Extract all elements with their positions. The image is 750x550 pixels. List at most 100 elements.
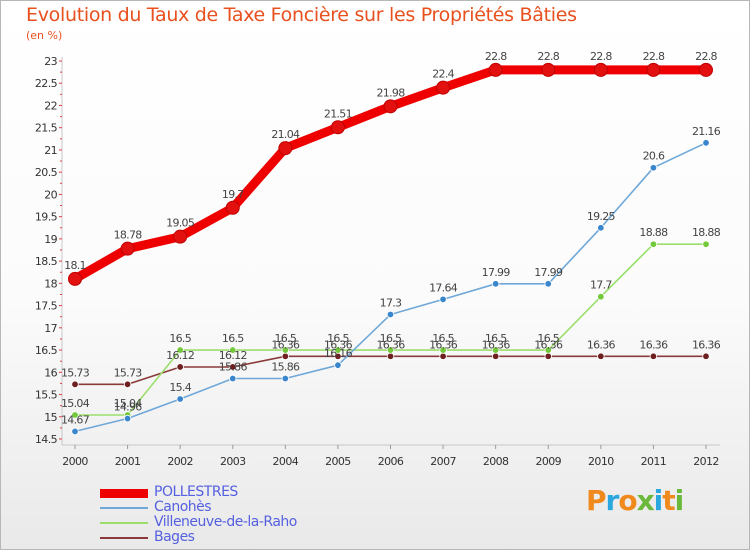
data-point <box>173 229 188 244</box>
y-tick-label: 23 <box>44 55 57 68</box>
data-label: 17.64 <box>429 281 458 294</box>
y-axis-unit: (en %) <box>26 29 63 42</box>
data-label: 16.36 <box>429 338 458 351</box>
data-label: 22.8 <box>695 50 717 63</box>
data-point <box>281 352 290 360</box>
legend-swatch <box>100 507 148 509</box>
data-label: 15.86 <box>271 361 300 374</box>
data-point <box>597 224 605 232</box>
data-point <box>386 346 395 354</box>
data-label: 20.6 <box>643 150 665 163</box>
data-point <box>176 346 184 354</box>
data-label: 21.51 <box>324 107 352 120</box>
y-tick-label: 16.5 <box>35 344 58 357</box>
data-label: 17.99 <box>482 266 511 279</box>
data-point <box>229 374 237 383</box>
data-point <box>439 346 447 354</box>
y-tick-label: 20.5 <box>35 166 58 179</box>
logo-letter: i <box>674 484 685 517</box>
logo-letter: P <box>586 484 607 517</box>
data-point <box>334 361 342 369</box>
data-point <box>491 346 500 354</box>
data-point <box>176 395 184 403</box>
data-point <box>123 414 132 423</box>
chart-title: Evolution du Taux de Taxe Foncière sur l… <box>26 4 577 26</box>
y-tick-label: 18.5 <box>35 255 58 268</box>
data-label: 15.73 <box>61 366 90 379</box>
data-label: 17.99 <box>534 266 563 279</box>
data-label: 22.4 <box>432 68 454 81</box>
data-point <box>225 200 240 215</box>
data-point <box>649 352 658 360</box>
x-tick-label: 2007 <box>430 455 456 468</box>
legend-swatch <box>100 488 148 498</box>
data-point <box>281 374 290 383</box>
data-point <box>646 62 661 77</box>
y-tick-label: 18 <box>44 277 57 290</box>
logo-letter: t <box>662 484 675 517</box>
data-label: 21.04 <box>271 128 300 141</box>
data-label: 22.8 <box>643 50 665 63</box>
logo-letter: o <box>618 484 637 517</box>
data-label: 19.05 <box>166 217 195 230</box>
data-label: 16.5 <box>222 332 244 345</box>
x-tick-label: 2000 <box>62 455 88 468</box>
data-label: 16.36 <box>587 338 616 351</box>
data-label: 16.16 <box>324 347 353 360</box>
y-tick-label: 19 <box>44 233 57 246</box>
y-tick-label: 15 <box>44 411 57 424</box>
y-tick-label: 17.5 <box>35 300 58 313</box>
data-point <box>68 271 82 286</box>
data-labels: 18.1 18.78 19.05 19.7 21.04 21.51 21.98 22.4 22.… <box>61 50 721 427</box>
data-label: 15.04 <box>61 397 90 410</box>
data-point <box>541 62 556 77</box>
legend-swatch <box>100 522 148 524</box>
data-point <box>123 380 132 389</box>
data-point <box>544 280 552 288</box>
series-lines <box>70 65 711 433</box>
data-label: 21.98 <box>377 86 406 99</box>
x-tick-label: 2004 <box>273 455 299 468</box>
x-tick-label: 2001 <box>115 455 141 468</box>
logo-letter: i <box>653 484 664 517</box>
data-label: 16.36 <box>482 338 511 351</box>
x-tick-label: 2008 <box>483 455 509 468</box>
data-label: 16.5 <box>537 332 559 345</box>
legend-label: POLLESTRES <box>154 484 238 500</box>
y-tick-label: 21 <box>44 144 57 157</box>
data-label: 19.7 <box>222 188 244 201</box>
x-tick-label: 2009 <box>535 455 561 468</box>
data-point <box>176 363 184 371</box>
data-point <box>229 363 237 371</box>
data-label: 19.25 <box>587 210 616 223</box>
data-point <box>281 346 290 354</box>
data-point <box>491 352 500 360</box>
data-label: 22.8 <box>590 50 612 63</box>
data-point <box>649 240 658 248</box>
data-point <box>491 280 500 288</box>
data-label: 16.5 <box>380 332 402 345</box>
legend-swatch <box>100 537 148 539</box>
legend-label: Villeneuve-de-la-Raho <box>154 514 297 530</box>
data-label: 16.12 <box>219 349 247 362</box>
logo-letter: x <box>636 484 655 517</box>
x-tick-label: 2011 <box>641 455 667 468</box>
data-point <box>229 346 237 354</box>
logo-letter: r <box>605 484 620 517</box>
x-tick-label: 2003 <box>220 455 246 468</box>
data-label: 16.36 <box>692 338 721 351</box>
data-label: 16.12 <box>166 349 194 362</box>
data-point <box>649 164 658 172</box>
data-label: 18.1 <box>64 259 86 272</box>
legend-label: Bages <box>154 529 195 545</box>
data-label: 17.7 <box>590 279 612 292</box>
data-point <box>71 380 79 389</box>
x-tick-label: 2005 <box>325 455 351 468</box>
data-label: 16.36 <box>639 338 668 351</box>
data-label: 16.36 <box>534 338 563 351</box>
y-tick-label: 14.5 <box>35 433 58 446</box>
data-point <box>488 62 503 77</box>
data-point <box>699 62 713 77</box>
data-point <box>593 62 608 77</box>
legend-label: Canohès <box>154 499 212 515</box>
